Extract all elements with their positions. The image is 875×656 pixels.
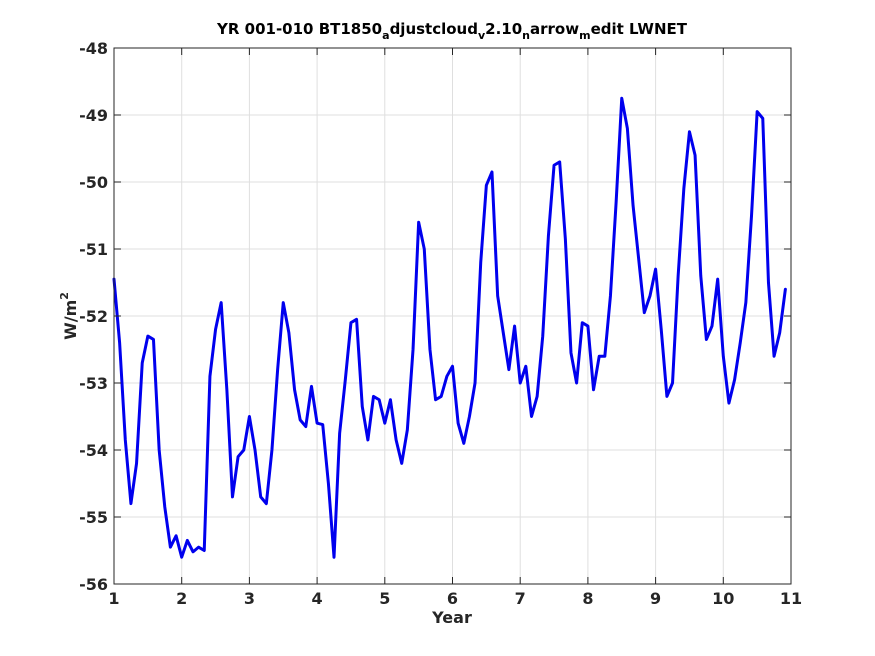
- x-tick-label: 2: [176, 589, 187, 608]
- chart-title-part: v: [478, 29, 486, 42]
- chart-title-part: a: [382, 29, 389, 42]
- x-tick-label: 9: [650, 589, 661, 608]
- y-tick-label: -56: [79, 575, 108, 594]
- x-tick-label: 5: [379, 589, 390, 608]
- y-tick-label: -55: [79, 508, 108, 527]
- y-tick-labels: -56 -55 -54 -53 -52 -51 -50 -49 -48: [79, 39, 108, 594]
- y-tick-label: -49: [79, 106, 108, 125]
- chart-title-part: edit LWNET: [591, 20, 688, 38]
- chart-title-part: 2.10: [485, 20, 522, 38]
- x-tick-label: 3: [244, 589, 255, 608]
- chart-title-part: djustcloud: [390, 20, 478, 38]
- chart-title-part: n: [522, 29, 530, 42]
- chart-title-part: m: [579, 29, 590, 42]
- x-tick-label: 8: [582, 589, 593, 608]
- y-axis-label-base: W/m: [61, 300, 80, 340]
- x-tick-label: 10: [712, 589, 734, 608]
- x-tick-label: 4: [312, 589, 323, 608]
- series-line: [112, 96, 787, 559]
- chart-title-part: arrow: [530, 20, 579, 38]
- ticks: [113, 47, 792, 585]
- x-tick-label: 7: [515, 589, 526, 608]
- y-tick-label: -48: [79, 39, 108, 58]
- x-tick-label: 1: [108, 589, 119, 608]
- y-axis-label: W/m2: [58, 292, 80, 340]
- y-tick-label: -53: [79, 374, 108, 393]
- x-tick-label: 6: [447, 589, 458, 608]
- y-axis-label-exponent: 2: [58, 292, 71, 300]
- x-axis-label: Year: [431, 608, 472, 627]
- y-tick-label: -50: [79, 173, 108, 192]
- chart-title-part: YR 001-010 BT1850: [216, 20, 382, 38]
- y-tick-label: -51: [79, 240, 108, 259]
- chart-title: YR 001-010 BT1850adjustcloudv2.10narrowm…: [216, 20, 688, 42]
- y-tick-label: -54: [79, 441, 108, 460]
- series-layer: [112, 96, 787, 559]
- x-tick-label: 11: [780, 589, 802, 608]
- x-tick-labels: 1 2 3 4 5 6 7 8 9 10 11: [108, 589, 802, 608]
- y-tick-label: -52: [79, 307, 108, 326]
